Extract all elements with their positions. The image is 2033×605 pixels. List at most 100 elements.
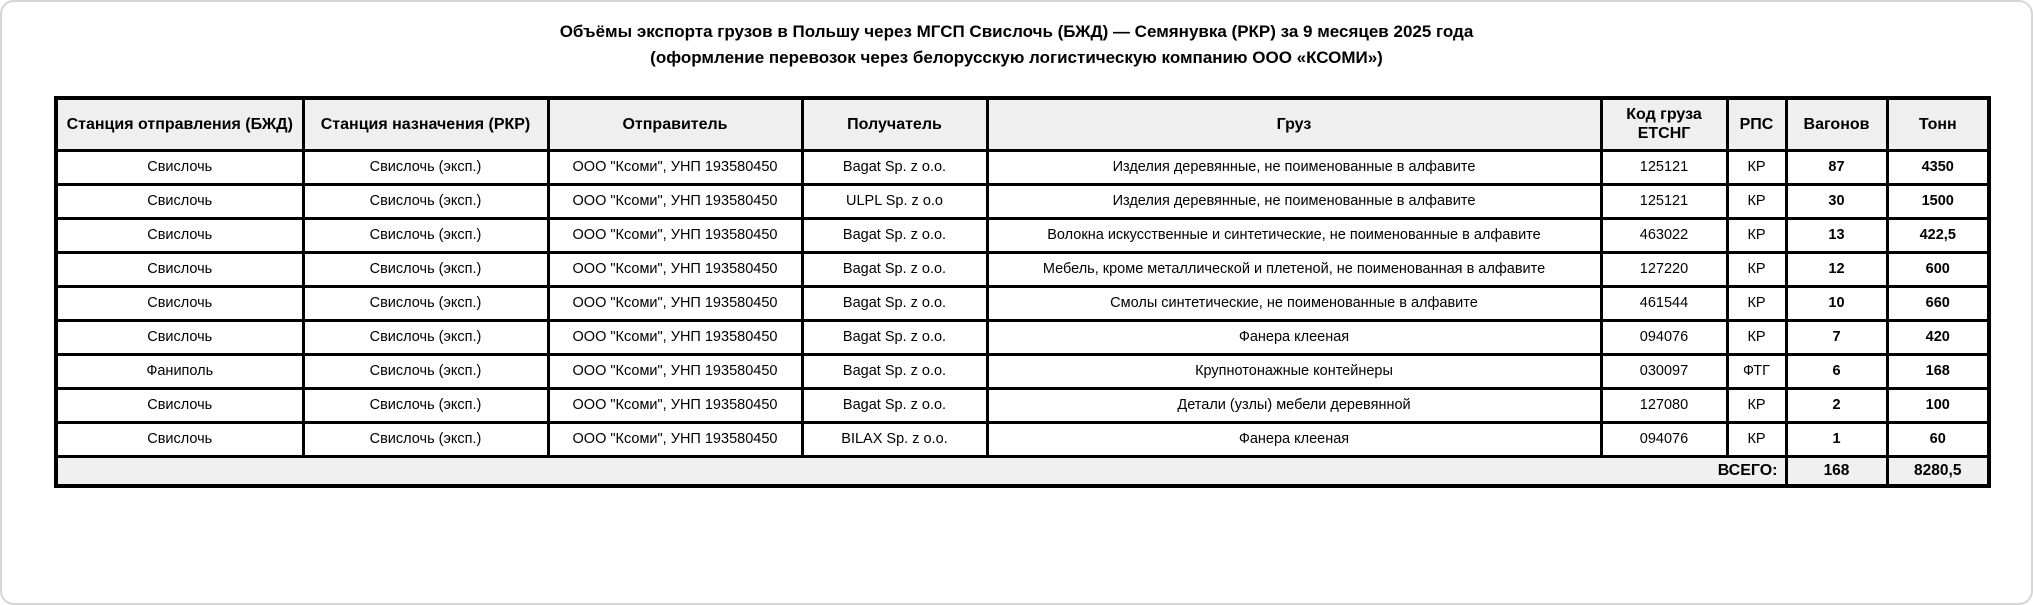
cell-cargo-code: 030097 [1599, 352, 1729, 390]
cell-cargo: Фанера клееная [985, 420, 1603, 458]
cell-receiver: BILAX Sp. z o.o. [800, 420, 989, 458]
freight-table: Станция отправления (БЖД) Станция назнач… [54, 96, 1991, 488]
cell-cargo-code: 127080 [1599, 386, 1729, 424]
cell-tons: 420 [1885, 318, 1991, 356]
cell-wagons: 1 [1784, 420, 1889, 458]
col-header-rps: РПС [1725, 96, 1788, 152]
cell-tons: 100 [1885, 386, 1991, 424]
cell-station-to: Свислочь (эксп.) [301, 318, 550, 356]
cell-wagons: 12 [1784, 250, 1889, 288]
cell-cargo: Изделия деревянные, не поименованные в а… [985, 182, 1603, 220]
cell-tons: 600 [1885, 250, 1991, 288]
cell-wagons: 6 [1784, 352, 1889, 390]
cell-rps: КР [1725, 420, 1788, 458]
cell-cargo: Смолы синтетические, не поименованные в … [985, 284, 1603, 322]
cell-wagons: 87 [1784, 148, 1889, 186]
cell-rps: ФТГ [1725, 352, 1788, 390]
cell-wagons: 10 [1784, 284, 1889, 322]
table-row: Свислочь Свислочь (эксп.) ООО "Ксоми", У… [54, 148, 1991, 186]
cell-rps: КР [1725, 318, 1788, 356]
cell-station-to: Свислочь (эксп.) [301, 420, 550, 458]
col-header-wagons: Вагонов [1784, 96, 1889, 152]
col-header-station-from: Станция отправления (БЖД) [54, 96, 305, 152]
cell-rps: КР [1725, 148, 1788, 186]
cell-station-from: Свислочь [54, 182, 305, 220]
cell-tons: 4350 [1885, 148, 1991, 186]
cell-rps: КР [1725, 250, 1788, 288]
col-header-cargo-code: Код груза ЕТСНГ [1599, 96, 1729, 152]
total-wagons: 168 [1784, 454, 1889, 488]
cell-rps: КР [1725, 216, 1788, 254]
cell-tons: 660 [1885, 284, 1991, 322]
col-header-tons: Тонн [1885, 96, 1991, 152]
cell-station-from: Свислочь [54, 148, 305, 186]
cell-cargo-code: 125121 [1599, 182, 1729, 220]
cell-tons: 168 [1885, 352, 1991, 390]
col-header-receiver: Получатель [800, 96, 989, 152]
cell-station-from: Свислочь [54, 250, 305, 288]
total-tons: 8280,5 [1885, 454, 1991, 488]
cell-receiver: Bagat Sp. z o.o. [800, 250, 989, 288]
table-row: Свислочь Свислочь (эксп.) ООО "Ксоми", У… [54, 318, 1991, 356]
cell-sender: ООО "Ксоми", УНП 193580450 [546, 352, 804, 390]
cell-cargo: Волокна искусственные и синтетические, н… [985, 216, 1603, 254]
cell-cargo-code: 125121 [1599, 148, 1729, 186]
cell-station-to: Свислочь (эксп.) [301, 352, 550, 390]
cell-sender: ООО "Ксоми", УНП 193580450 [546, 148, 804, 186]
cell-receiver: Bagat Sp. z o.o. [800, 318, 989, 356]
cell-cargo-code: 094076 [1599, 318, 1729, 356]
cell-cargo: Детали (узлы) мебели деревянной [985, 386, 1603, 424]
cell-cargo-code: 463022 [1599, 216, 1729, 254]
cell-tons: 422,5 [1885, 216, 1991, 254]
cell-sender: ООО "Ксоми", УНП 193580450 [546, 318, 804, 356]
col-header-station-to: Станция назначения (РКР) [301, 96, 550, 152]
table-row: Свислочь Свислочь (эксп.) ООО "Ксоми", У… [54, 284, 1991, 322]
cell-cargo-code: 094076 [1599, 420, 1729, 458]
cell-station-to: Свислочь (эксп.) [301, 148, 550, 186]
cell-receiver: Bagat Sp. z o.o. [800, 216, 989, 254]
total-label: ВСЕГО: [54, 454, 1788, 488]
cell-station-from: Свислочь [54, 216, 305, 254]
cell-station-to: Свислочь (эксп.) [301, 250, 550, 288]
table-row: Свислочь Свислочь (эксп.) ООО "Ксоми", У… [54, 216, 1991, 254]
cell-rps: КР [1725, 386, 1788, 424]
cell-cargo: Фанера клееная [985, 318, 1603, 356]
cell-sender: ООО "Ксоми", УНП 193580450 [546, 250, 804, 288]
cell-receiver: ULPL Sp. z o.o [800, 182, 989, 220]
cell-cargo: Мебель, кроме металлической и плетеной, … [985, 250, 1603, 288]
cell-station-to: Свислочь (эксп.) [301, 182, 550, 220]
cell-station-to: Свислочь (эксп.) [301, 216, 550, 254]
table-row: Свислочь Свислочь (эксп.) ООО "Ксоми", У… [54, 420, 1991, 458]
table-row: Фаниполь Свислочь (эксп.) ООО "Ксоми", У… [54, 352, 1991, 390]
col-header-sender: Отправитель [546, 96, 804, 152]
cell-wagons: 13 [1784, 216, 1889, 254]
title-line-2: (оформление перевозок через белорусскую … [650, 48, 1383, 67]
cell-cargo-code: 461544 [1599, 284, 1729, 322]
cell-receiver: Bagat Sp. z o.o. [800, 284, 989, 322]
cell-rps: КР [1725, 182, 1788, 220]
cell-receiver: Bagat Sp. z o.o. [800, 352, 989, 390]
table-row: Свислочь Свислочь (эксп.) ООО "Ксоми", У… [54, 250, 1991, 288]
cell-sender: ООО "Ксоми", УНП 193580450 [546, 182, 804, 220]
table-row: Свислочь Свислочь (эксп.) ООО "Ксоми", У… [54, 386, 1991, 424]
cell-wagons: 7 [1784, 318, 1889, 356]
cell-receiver: Bagat Sp. z o.o. [800, 386, 989, 424]
cell-station-from: Свислочь [54, 420, 305, 458]
cell-cargo: Крупнотонажные контейнеры [985, 352, 1603, 390]
page-title: Объёмы экспорта грузов в Польшу через МГ… [2, 19, 2031, 71]
cell-station-to: Свислочь (эксп.) [301, 284, 550, 322]
cell-station-from: Фаниполь [54, 352, 305, 390]
cell-receiver: Bagat Sp. z o.o. [800, 148, 989, 186]
cell-station-from: Свислочь [54, 386, 305, 424]
cell-sender: ООО "Ксоми", УНП 193580450 [546, 216, 804, 254]
title-line-1: Объёмы экспорта грузов в Польшу через МГ… [559, 22, 1474, 41]
col-header-cargo: Груз [985, 96, 1603, 152]
cell-sender: ООО "Ксоми", УНП 193580450 [546, 284, 804, 322]
header-row: Станция отправления (БЖД) Станция назнач… [54, 96, 1991, 152]
cell-sender: ООО "Ксоми", УНП 193580450 [546, 420, 804, 458]
total-row: ВСЕГО: 168 8280,5 [54, 454, 1991, 488]
cell-station-from: Свислочь [54, 284, 305, 322]
cell-tons: 60 [1885, 420, 1991, 458]
cell-wagons: 2 [1784, 386, 1889, 424]
